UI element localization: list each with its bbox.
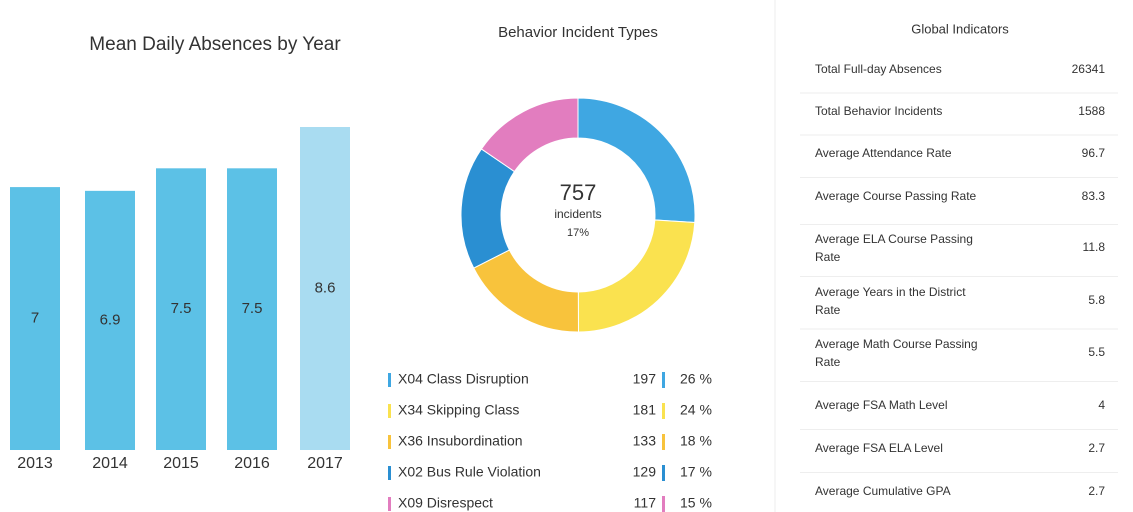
value-label: 8.6 xyxy=(315,279,336,296)
legend-bar xyxy=(662,496,665,512)
indicator-value: 4 xyxy=(1098,398,1105,412)
legend-count: 129 xyxy=(633,464,657,480)
legend-label: X09 Disrespect xyxy=(398,495,493,511)
indicator-value: 2.7 xyxy=(1088,441,1105,455)
indicator-label: Total Full-day Absences xyxy=(815,62,942,76)
value-label: 7 xyxy=(31,310,39,327)
legend-percent: 26 % xyxy=(680,371,712,387)
bar xyxy=(300,127,350,450)
value-label: 7.5 xyxy=(242,300,263,317)
indicator-value: 83.3 xyxy=(1082,189,1106,203)
legend-bar xyxy=(662,434,665,450)
legend-swatch xyxy=(388,466,391,480)
indicator-label: Average Cumulative GPA xyxy=(815,484,951,498)
legend-percent: 15 % xyxy=(680,495,712,511)
indicator-value: 1588 xyxy=(1078,104,1105,118)
bar xyxy=(10,187,60,450)
center-label: incidents xyxy=(554,207,601,221)
bar-title: Mean Daily Absences by Year xyxy=(89,34,341,55)
legend-count: 197 xyxy=(633,371,657,387)
label-line: Rate xyxy=(815,250,841,264)
bar xyxy=(156,168,206,450)
legend-swatch xyxy=(388,497,391,511)
indicator-value: 5.5 xyxy=(1088,345,1105,359)
legend-swatch xyxy=(388,373,391,387)
indicator-value: 2.7 xyxy=(1088,484,1105,498)
legend-bar xyxy=(662,372,665,388)
center-sub: 17% xyxy=(567,227,589,239)
x-tick-label: 2013 xyxy=(17,455,53,472)
legend-label: X36 Insubordination xyxy=(398,433,523,449)
indicator-label: Average Course Passing Rate xyxy=(815,189,977,203)
bar xyxy=(227,168,277,450)
legend-swatch xyxy=(388,404,391,418)
legend-percent: 17 % xyxy=(680,464,712,480)
legend-count: 133 xyxy=(633,433,657,449)
legend-count: 117 xyxy=(634,495,657,511)
x-tick-label: 2015 xyxy=(163,455,199,472)
value-label: 7.5 xyxy=(171,300,192,317)
x-tick-label: 2016 xyxy=(234,455,270,472)
legend-percent: 18 % xyxy=(680,433,712,449)
indicator-label: Total Behavior Incidents xyxy=(815,104,942,118)
value-label: 6.9 xyxy=(100,311,121,328)
legend-count: 181 xyxy=(633,402,657,418)
donut-slice xyxy=(480,97,579,173)
x-tick-label: 2014 xyxy=(92,455,128,472)
label-line: Average ELA Course Passing xyxy=(815,232,973,246)
indicator-label: Average Math Course Passing Rate xyxy=(815,337,978,369)
pie-title: Behavior Incident Types xyxy=(498,24,658,41)
legend-label: X04 Class Disruption xyxy=(398,371,529,387)
legend-bar xyxy=(662,465,665,481)
donut-slice xyxy=(460,148,516,269)
indicator-value: 26341 xyxy=(1072,62,1106,76)
label-line: Rate xyxy=(815,355,841,369)
legend-bar xyxy=(662,403,665,419)
indicator-label: Average FSA Math Level xyxy=(815,398,948,412)
legend-label: X02 Bus Rule Violation xyxy=(398,464,541,480)
label-line: Rate xyxy=(815,303,841,317)
label-line: Average Math Course Passing xyxy=(815,337,978,351)
donut-slice xyxy=(473,249,579,333)
indicator-value: 11.8 xyxy=(1083,240,1106,254)
table-title: Global Indicators xyxy=(911,21,1009,36)
legend-swatch xyxy=(388,435,391,449)
bar xyxy=(85,190,135,451)
indicator-label: Average Attendance Rate xyxy=(815,146,952,160)
indicator-label: Average FSA ELA Level xyxy=(815,441,943,455)
indicator-label: Average Years in the District Rate xyxy=(815,285,966,317)
label-line: Average Years in the District xyxy=(815,285,966,299)
donut-slice xyxy=(577,219,696,333)
legend-label: X34 Skipping Class xyxy=(398,402,519,418)
indicator-label: Average ELA Course Passing Rate xyxy=(815,232,973,264)
center-value: 757 xyxy=(560,180,597,205)
x-tick-label: 2017 xyxy=(307,455,343,472)
indicator-value: 5.8 xyxy=(1088,293,1105,307)
legend-percent: 24 % xyxy=(680,402,712,418)
indicator-value: 96.7 xyxy=(1082,146,1106,160)
